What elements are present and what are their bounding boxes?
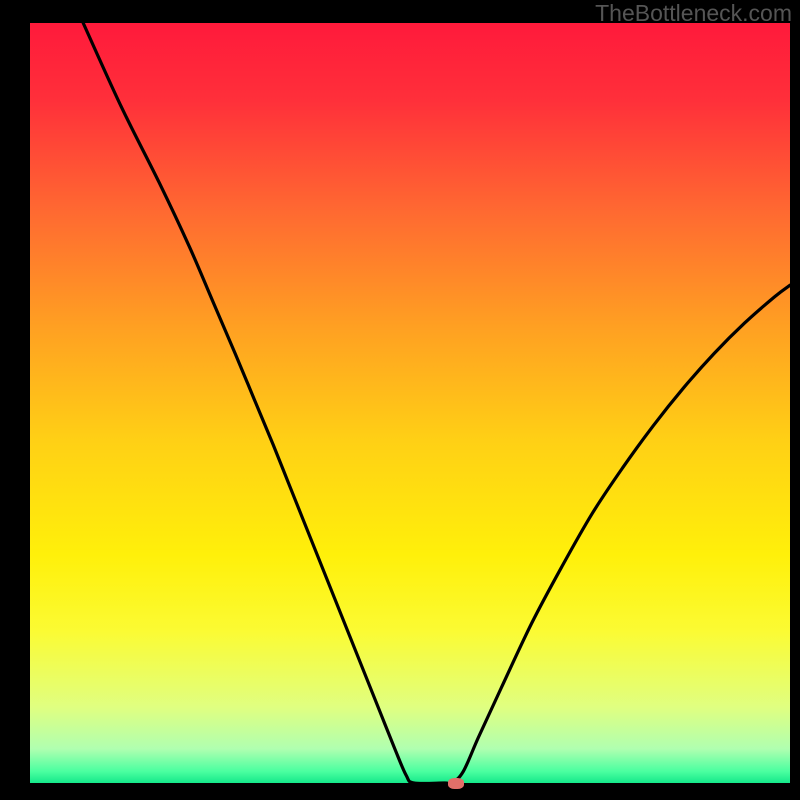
chart-container: TheBottleneck.com bbox=[0, 0, 800, 800]
plot-area bbox=[30, 23, 790, 783]
optimal-point-marker bbox=[448, 778, 464, 789]
watermark-text: TheBottleneck.com bbox=[595, 0, 792, 27]
